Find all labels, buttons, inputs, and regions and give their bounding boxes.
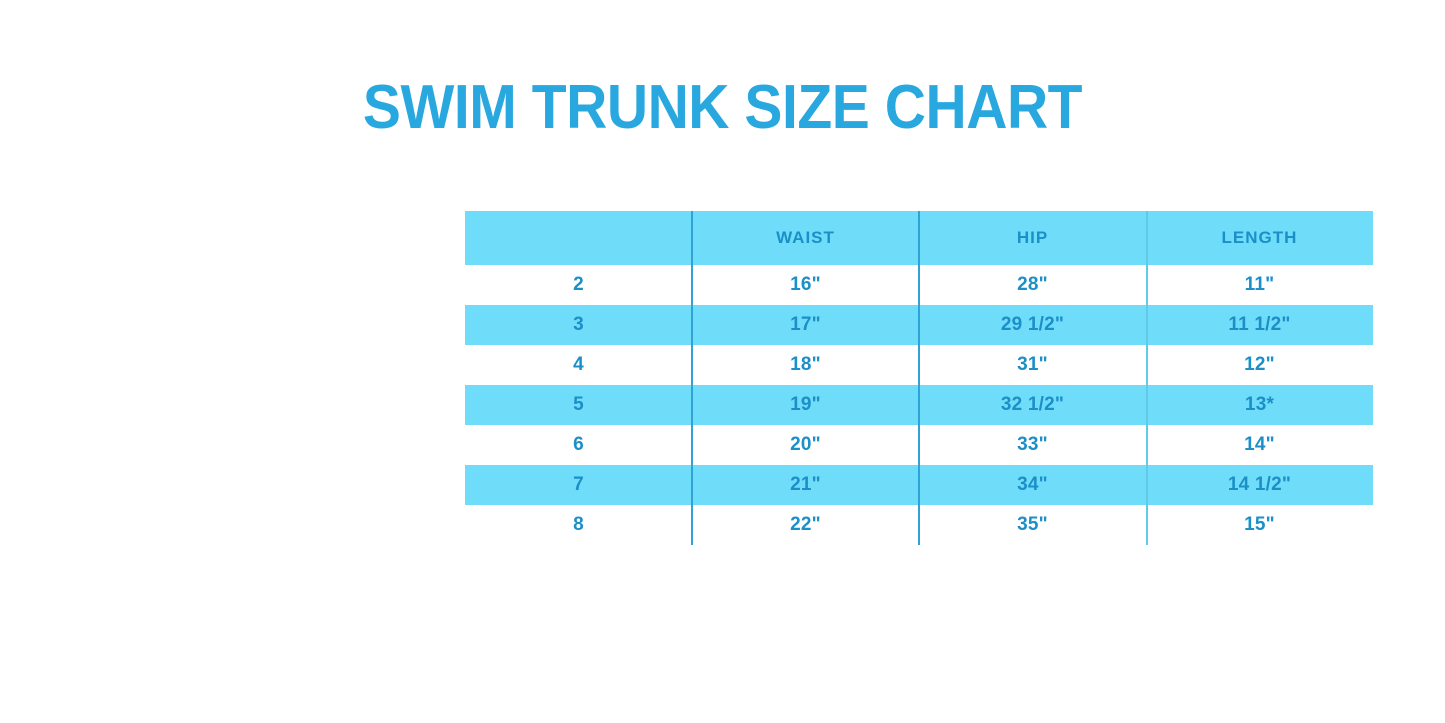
header-cell-size — [465, 211, 692, 265]
cell-hip: 28" — [1017, 274, 1048, 295]
cell-hip: 34" — [1017, 474, 1048, 495]
cell-length: 11" — [1244, 274, 1275, 295]
header-cell-length: LENGTH — [1221, 228, 1298, 247]
cell-waist: 19" — [790, 394, 821, 415]
cell-hip: 35" — [1017, 514, 1048, 535]
cell-hip: 33" — [1017, 434, 1048, 455]
header-cell-hip: HIP — [1016, 228, 1049, 247]
size-chart-table: WAIST HIP LENGTH 2 16" 28" 11" 3 17" 29 … — [465, 211, 1373, 545]
cell-size: 3 — [573, 314, 584, 335]
header-cell-waist: WAIST — [776, 228, 835, 247]
column-divider-3 — [1146, 211, 1148, 545]
cell-length: 11 1/2" — [1228, 314, 1291, 335]
column-divider-1 — [691, 211, 693, 545]
cell-waist: 17" — [790, 314, 821, 335]
cell-waist: 16" — [790, 274, 821, 295]
cell-size: 5 — [573, 394, 584, 415]
page-title: SWIM TRUNK SIZE CHART — [362, 73, 1083, 142]
cell-hip: 29 1/2" — [1000, 314, 1065, 335]
cell-size: 2 — [573, 274, 584, 295]
cell-size: 7 — [573, 474, 584, 495]
cell-length: 14 1/2" — [1227, 474, 1292, 495]
cell-waist: 20" — [790, 434, 821, 455]
cell-size: 8 — [573, 514, 584, 535]
cell-size: 4 — [573, 354, 584, 375]
cell-waist: 18" — [790, 354, 821, 375]
cell-waist: 22" — [790, 514, 821, 535]
cell-length: 12" — [1244, 354, 1275, 375]
cell-waist: 21" — [790, 474, 821, 495]
cell-length: 14" — [1244, 434, 1275, 455]
cell-length: 13* — [1244, 394, 1275, 415]
cell-hip: 31" — [1017, 354, 1048, 375]
cell-length: 15" — [1244, 514, 1275, 535]
cell-size: 6 — [573, 434, 584, 455]
column-divider-2 — [918, 211, 920, 545]
table-grid: WAIST HIP LENGTH 2 16" 28" 11" 3 17" 29 … — [465, 211, 1373, 545]
cell-hip: 32 1/2" — [1000, 394, 1065, 415]
